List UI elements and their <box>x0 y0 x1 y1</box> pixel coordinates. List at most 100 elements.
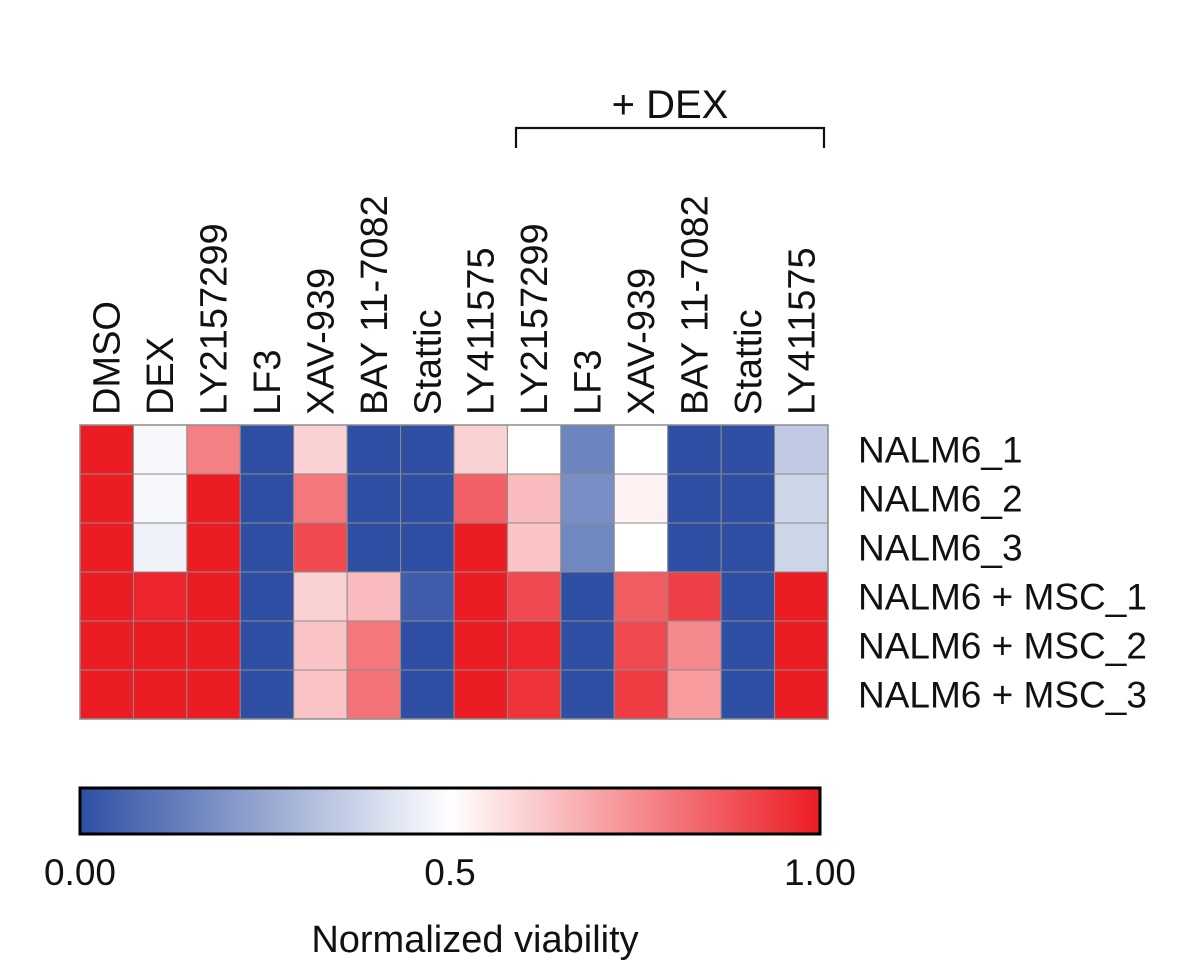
heatmap-cell <box>667 620 722 671</box>
heatmap-cell <box>667 669 722 720</box>
column-label: LY2157299 <box>194 223 236 415</box>
heatmap-cell <box>346 522 402 573</box>
row-label: NALM6 + MSC_1 <box>858 577 1147 618</box>
heatmap-cell <box>293 571 348 622</box>
column-label: Stattic <box>407 309 449 415</box>
heatmap-cell <box>560 424 615 475</box>
heatmap-cell <box>453 424 508 475</box>
heatmap-cell <box>346 473 402 524</box>
colorbar-bar <box>78 786 822 836</box>
column-labels: DMSO DEX LY2157299 LF3 XAV-939 BAY 11-7082 Sta… <box>87 195 824 415</box>
row-label: NALM6_1 <box>858 430 1023 471</box>
column-label: LY2157299 <box>514 223 556 415</box>
heatmap-cell <box>400 571 455 622</box>
heatmap-cell <box>400 522 455 573</box>
heatmap-cell <box>667 424 722 475</box>
column-label: DMSO <box>87 301 129 415</box>
heatmap-cell <box>79 571 134 622</box>
heatmap-cell <box>79 620 134 671</box>
row-labels: NALM6_1 NALM6_2 NALM6_3 NALM6 + MSC_1 NALM6 … <box>858 430 1147 716</box>
heatmap-cell <box>453 522 508 573</box>
heatmap-cell <box>720 669 776 720</box>
heatmap-cell <box>293 669 348 720</box>
heatmap-cell <box>186 571 241 622</box>
heatmap-cell <box>239 571 295 622</box>
heatmap-cell <box>453 473 508 524</box>
heatmap-cell <box>613 669 669 720</box>
colorbar-tick-label: 0.5 <box>424 852 475 893</box>
heatmap-cell <box>132 620 188 671</box>
row-label: NALM6_2 <box>858 479 1023 520</box>
heatmap-cell <box>79 669 134 720</box>
heatmap-cells <box>79 424 829 720</box>
heatmap-cell <box>667 571 722 622</box>
column-label: DEX <box>140 337 182 415</box>
heatmap-cell <box>560 473 615 524</box>
heatmap-cell <box>400 669 455 720</box>
colorbar-title: Normalized viability <box>311 919 638 961</box>
heatmap-cell <box>239 620 295 671</box>
heatmap-cell <box>613 424 669 475</box>
heatmap-cell <box>774 424 829 475</box>
heatmap-cell <box>186 620 241 671</box>
heatmap-cell <box>293 522 348 573</box>
group-bracket-line <box>514 126 826 148</box>
heatmap-cell <box>132 669 188 720</box>
column-label: LF3 <box>247 350 289 415</box>
column-label: LF3 <box>568 350 610 415</box>
heatmap-cell <box>132 522 188 573</box>
heatmap-cell <box>560 571 615 622</box>
heatmap-cell <box>132 473 188 524</box>
heatmap-cell <box>400 424 455 475</box>
heatmap-cell <box>239 473 295 524</box>
heatmap-cell <box>186 424 241 475</box>
heatmap-cell <box>79 473 134 524</box>
colorbar: 0.00 0.5 1.00 Normalized viability <box>44 786 856 961</box>
heatmap-cell <box>346 620 402 671</box>
colorbar-ticks: 0.00 0.5 1.00 <box>44 852 856 893</box>
heatmap-cell <box>720 620 776 671</box>
colorbar-tick-label: 0.00 <box>44 852 116 893</box>
heatmap-cell <box>453 669 508 720</box>
heatmap-cell <box>774 571 829 622</box>
heatmap-cell <box>560 669 615 720</box>
heatmap-cell <box>506 669 562 720</box>
heatmap-cell <box>132 424 188 475</box>
heatmap-cell <box>239 669 295 720</box>
heatmap-cell <box>720 473 776 524</box>
heatmap-cell <box>346 669 402 720</box>
heatmap-cell <box>560 620 615 671</box>
heatmap-cell <box>186 669 241 720</box>
heatmap-cell <box>506 571 562 622</box>
heatmap-cell <box>346 571 402 622</box>
column-label: LY411575 <box>461 247 503 415</box>
heatmap-cell <box>720 522 776 573</box>
heatmap-cell <box>774 522 829 573</box>
column-label: Stattic <box>728 309 770 415</box>
heatmap-cell <box>720 424 776 475</box>
column-label: BAY 11-7082 <box>354 195 396 415</box>
heatmap-cell <box>79 424 134 475</box>
row-label: NALM6 + MSC_3 <box>858 675 1147 716</box>
heatmap-cell <box>453 571 508 622</box>
heatmap-cell <box>613 473 669 524</box>
heatmap-cell <box>506 620 562 671</box>
heatmap-cell <box>239 424 295 475</box>
heatmap-cell <box>560 522 615 573</box>
group-bracket-label: + DEX <box>612 83 729 127</box>
column-label: XAV-939 <box>621 268 663 415</box>
colorbar-tick-label: 1.00 <box>784 852 856 893</box>
heatmap-border <box>79 424 829 720</box>
heatmap-cell <box>506 473 562 524</box>
heatmap-cell <box>720 571 776 622</box>
group-bracket: + DEX <box>514 83 826 148</box>
heatmap-cell <box>774 620 829 671</box>
row-label: NALM6_3 <box>858 528 1023 569</box>
column-label: XAV-939 <box>300 268 342 415</box>
heatmap-cell <box>506 522 562 573</box>
heatmap-cell <box>774 669 829 720</box>
heatmap-cell <box>774 473 829 524</box>
heatmap-cell <box>132 571 188 622</box>
heatmap-cell <box>613 620 669 671</box>
